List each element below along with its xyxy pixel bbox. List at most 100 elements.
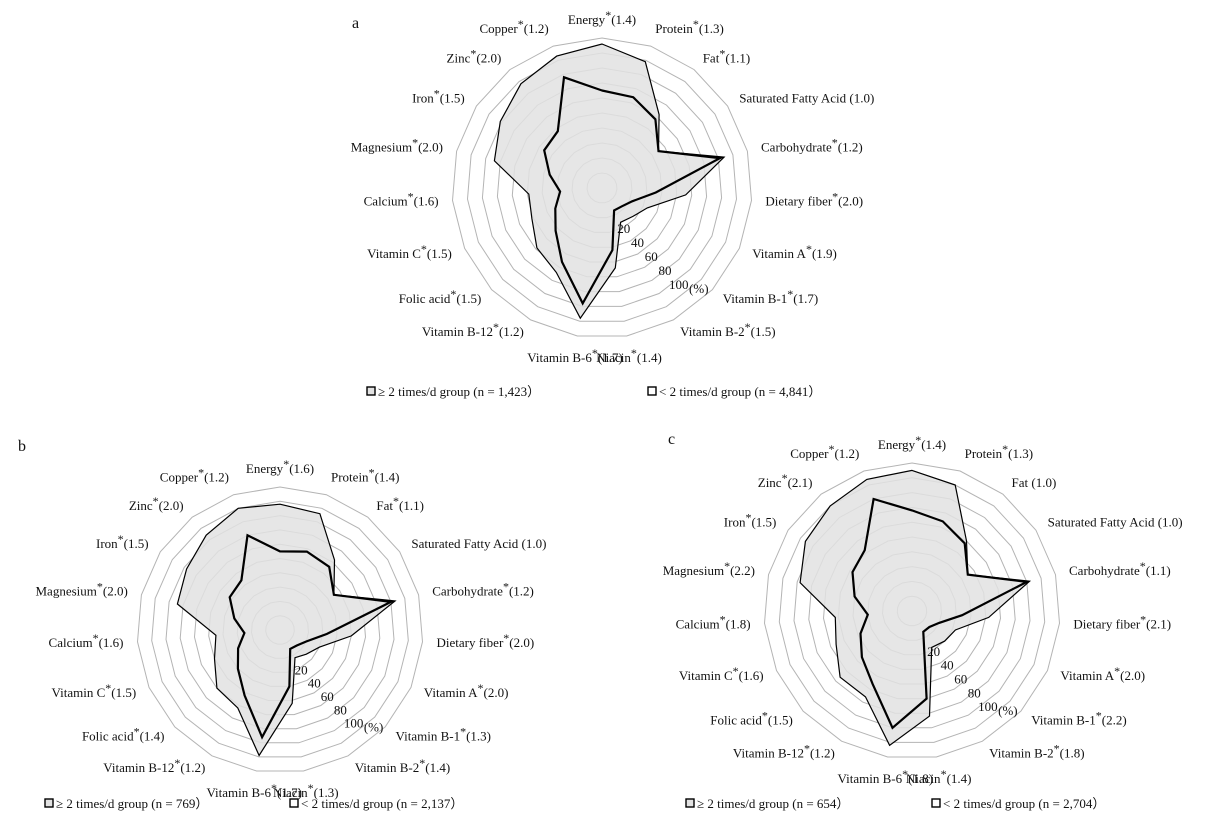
radial-tick-label: 80 — [334, 702, 347, 717]
category-label: Vitamin C*(1.5) — [52, 681, 137, 700]
panel-letter: b — [18, 438, 26, 455]
category-label: Copper*(1.2) — [160, 466, 229, 485]
category-label: Iron*(1.5) — [724, 510, 777, 529]
legend-swatch — [685, 798, 695, 808]
category-label: Niacin*(1.3) — [273, 781, 339, 800]
category-label: Vitamin B-2*(1.4) — [355, 756, 451, 775]
category-label: Vitamin B-1*(1.3) — [396, 724, 492, 743]
radial-tick-label: 80 — [968, 685, 981, 700]
category-label: Zinc*(2.0) — [447, 47, 502, 66]
category-label: Carbohydrate*(1.1) — [1069, 559, 1171, 578]
category-label: Vitamin A*(1.9) — [752, 242, 837, 261]
category-label: Energy*(1.6) — [246, 457, 314, 476]
category-label: Vitamin A*(2.0) — [424, 681, 509, 700]
category-label: Dietary fiber*(2.1) — [1073, 612, 1171, 631]
grid-ring — [466, 52, 738, 322]
category-label: Fat*(1.1) — [376, 494, 424, 513]
legend-entry: < 2 times/d group (n = 2,137） — [301, 796, 463, 811]
series-line-lt2 — [543, 75, 724, 306]
category-label: Saturated Fatty Acid (1.0) — [739, 90, 874, 105]
grid-ring — [778, 477, 1046, 743]
radial-unit-label: (%) — [998, 703, 1018, 718]
legend-entry: < 2 times/d group (n = 4,841） — [659, 384, 821, 399]
category-label: Copper*(1.2) — [790, 442, 859, 461]
radial-tick-label: 100 — [344, 716, 364, 731]
category-label: Carbohydrate*(1.2) — [432, 580, 534, 599]
grid-ring — [165, 515, 395, 744]
category-label: Carbohydrate*(1.2) — [761, 136, 863, 155]
legend-swatch — [44, 798, 54, 808]
radial-tick-label: 20 — [617, 221, 630, 236]
legend-entry: ≥ 2 times/d group (n = 1,423） — [378, 384, 540, 399]
category-label: Calcium*(1.6) — [49, 631, 124, 650]
category-label: Calcium*(1.8) — [676, 612, 751, 631]
category-label: Vitamin B-12*(1.2) — [422, 320, 524, 339]
category-label: Vitamin B-12*(1.2) — [733, 742, 835, 761]
category-label: Energy*(1.4) — [878, 433, 946, 452]
category-label: Vitamin B-1*(2.2) — [1031, 709, 1127, 728]
category-label: Vitamin B-6*(1.7) — [206, 781, 302, 800]
category-label: Iron*(1.5) — [412, 86, 465, 105]
category-label: Iron*(1.5) — [96, 532, 149, 551]
category-label: Zinc*(2.0) — [129, 494, 184, 513]
category-label: Protein*(1.3) — [965, 442, 1033, 461]
category-label: Vitamin C*(1.6) — [679, 664, 764, 683]
category-label: Folic acid*(1.4) — [82, 724, 165, 743]
category-label: Vitamin A*(2.0) — [1060, 664, 1145, 683]
grid-ring — [451, 37, 753, 337]
legend-swatch — [366, 386, 376, 396]
radial-tick-label: 40 — [941, 658, 954, 673]
category-label: Vitamin B-6*(1.7) — [527, 346, 623, 365]
legend-entry: ≥ 2 times/d group (n = 769） — [56, 796, 208, 811]
legend-swatch — [289, 798, 299, 808]
radial-tick-label: 100 — [669, 277, 689, 292]
legend-entry: < 2 times/d group (n = 2,704） — [943, 796, 1105, 811]
panel-letter: a — [352, 15, 359, 32]
category-label: Saturated Fatty Acid (1.0) — [411, 536, 546, 551]
radial-tick-label: 40 — [631, 235, 644, 250]
category-label: Energy*(1.4) — [568, 8, 636, 27]
category-label: Vitamin B-12*(1.2) — [103, 756, 205, 775]
category-label: Vitamin B-2*(1.8) — [989, 742, 1085, 761]
category-label: Vitamin B-2*(1.5) — [680, 320, 776, 339]
legend-entry: ≥ 2 times/d group (n = 654） — [697, 796, 849, 811]
radial-tick-label: 40 — [308, 676, 321, 691]
category-label: Fat*(1.1) — [703, 47, 751, 66]
radial-tick-label: 60 — [645, 249, 658, 264]
category-label: Vitamin B-1*(1.7) — [723, 287, 819, 306]
category-label: Zinc*(2.1) — [758, 471, 813, 490]
category-label: Copper*(1.2) — [479, 17, 548, 36]
category-label: Niacin*(1.4) — [906, 767, 972, 786]
category-label: Protein*(1.3) — [655, 17, 723, 36]
category-label: Niacin*(1.4) — [596, 346, 662, 365]
category-label: Vitamin C*(1.5) — [367, 242, 452, 261]
radial-tick-label: 60 — [954, 672, 967, 687]
radial-tick-label: 80 — [659, 263, 672, 278]
category-label: Magnesium*(2.0) — [35, 580, 127, 599]
category-label: Fat (1.0) — [1012, 475, 1057, 490]
category-label: Saturated Fatty Acid (1.0) — [1048, 514, 1183, 529]
radial-unit-label: (%) — [364, 720, 384, 735]
category-label: Folic acid*(1.5) — [399, 287, 482, 306]
series-line-ge2 — [493, 43, 726, 320]
category-label: Protein*(1.4) — [331, 466, 399, 485]
category-label: Calcium*(1.6) — [364, 190, 439, 209]
category-label: Magnesium*(2.0) — [351, 136, 443, 155]
radial-tick-label: 100 — [978, 699, 998, 714]
series-line-lt2 — [851, 497, 1031, 730]
grid-ring — [763, 462, 1061, 758]
category-label: Dietary fiber*(2.0) — [765, 190, 863, 209]
grid-ring — [151, 500, 409, 758]
category-label: Magnesium*(2.2) — [663, 559, 755, 578]
category-label: Dietary fiber*(2.0) — [437, 631, 535, 650]
radial-tick-label: 20 — [927, 644, 940, 659]
panel-letter: c — [668, 431, 675, 448]
grid-ring — [136, 486, 424, 772]
legend-swatch — [931, 798, 941, 808]
category-label: Vitamin B-6*(1.8) — [838, 767, 934, 786]
radial-tick-label: 60 — [321, 689, 334, 704]
